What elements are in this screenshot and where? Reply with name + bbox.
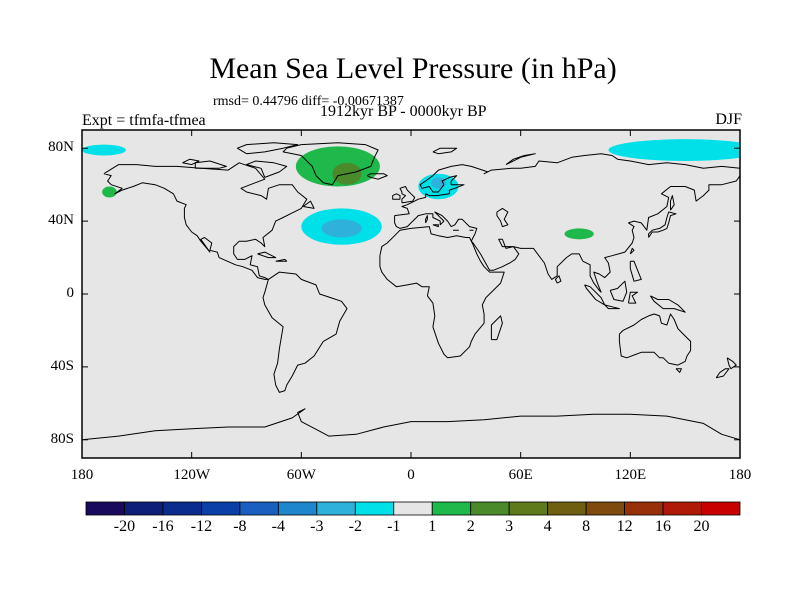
- colorbar-swatch: [162, 501, 202, 516]
- axis-ticks: [81, 130, 741, 458]
- coastline-madagascar: [490, 315, 503, 341]
- coastline-banks-island: [182, 158, 200, 166]
- colorbar-label: 2: [466, 518, 475, 535]
- coastline-antarctica: [82, 408, 740, 441]
- coastline-new-guinea: [649, 295, 686, 313]
- colorbar-label: 1: [428, 518, 437, 535]
- colorbar-swatch: [624, 501, 664, 516]
- x-tick-label: 120E: [614, 467, 647, 483]
- coastline-eurasia: [394, 153, 740, 293]
- map-background: [82, 130, 740, 458]
- x-tick-label: 60W: [286, 467, 316, 483]
- coastline-ellesmere: [236, 142, 299, 155]
- coastline-north-america: [103, 162, 308, 280]
- x-tick-label: 0: [407, 467, 415, 483]
- experiment-label: Expt = tfmfa-tfmea: [82, 112, 206, 129]
- colorbar-swatch: [585, 501, 625, 516]
- y-tick-label: 40N: [48, 212, 74, 229]
- colorbar-label: 16: [655, 518, 672, 535]
- colorbar-swatch: [316, 501, 356, 516]
- colorbar-label: 8: [582, 518, 591, 535]
- colorbar-swatch: [239, 501, 279, 516]
- season-label: DJF: [715, 111, 742, 128]
- coastline-novaya-zemlya: [505, 153, 536, 166]
- colorbar-swatch: [701, 501, 741, 516]
- coastline-taiwan: [629, 247, 635, 255]
- colorbar-swatch: [662, 501, 702, 516]
- colorbar-label: -16: [152, 518, 174, 535]
- coastline-borneo: [609, 280, 628, 302]
- colorbar-swatch: [354, 501, 395, 516]
- anomaly-north-atlantic-low-core: [321, 219, 362, 238]
- y-tick-label: 80S: [50, 430, 74, 447]
- coastline-sri-lanka: [554, 275, 562, 284]
- coastline-victoria-island: [194, 160, 227, 169]
- rmsd-diff-stats: rmsd= 0.44796 diff= -0.00671387: [213, 94, 404, 109]
- coastline-svalbard: [432, 147, 458, 155]
- anomaly-layer: [82, 139, 740, 245]
- anomaly-arctic-siberia-low: [608, 139, 740, 161]
- coastline-sicily: [432, 224, 439, 228]
- colorbar-swatch: [431, 501, 472, 516]
- coastlines: [82, 142, 740, 441]
- coastline-japan: [648, 211, 677, 238]
- colorbar-label: 3: [505, 518, 514, 535]
- colorbar-swatch: [470, 501, 510, 516]
- coastline-new-zealand: [715, 368, 730, 379]
- x-tick-label: 180: [70, 467, 94, 483]
- coastline-great-britain: [399, 186, 416, 204]
- colorbar-swatch: [277, 501, 318, 516]
- colorbar-swatch: [508, 501, 549, 516]
- colorbar-label: -4: [271, 518, 285, 535]
- colorbar-label: -1: [387, 518, 401, 535]
- coastline-south-america: [262, 271, 348, 393]
- coastline-java: [604, 304, 620, 310]
- colorbar-swatch: [547, 501, 587, 516]
- coastline-tasmania: [675, 368, 682, 373]
- colorbar-label: -2: [348, 518, 362, 535]
- coastline-corsica-sardinia: [425, 215, 428, 224]
- x-tick-label: 180: [728, 467, 752, 483]
- anomaly-chukchi-low: [82, 144, 126, 156]
- time-period-label: 1912kyr BP - 0000kyr BP: [320, 103, 487, 120]
- x-tick-label: 120W: [173, 467, 210, 483]
- colorbar-label: -20: [113, 518, 136, 535]
- y-tick-label: 40S: [50, 357, 74, 374]
- y-tick-label: 0: [66, 285, 75, 301]
- colorbar-label: 4: [543, 518, 552, 535]
- coastline-hispaniola: [275, 258, 288, 262]
- colorbar-swatch: [201, 501, 241, 516]
- coastline-baffin: [246, 160, 288, 178]
- colorbar-swatch: [85, 501, 125, 516]
- anomaly-tibet-high: [564, 228, 594, 240]
- colorbar-label: -8: [233, 518, 247, 535]
- colorbar-swatch: [124, 501, 164, 516]
- colorbar-label: -3: [310, 518, 324, 535]
- coastline-iceland: [366, 173, 388, 180]
- coastline-cuba: [257, 251, 277, 259]
- coastline-newfoundland: [302, 200, 315, 209]
- colorbar-swatch: [393, 501, 433, 516]
- colorbar-label: -12: [190, 518, 213, 535]
- anomaly-alaska-high: [102, 186, 117, 198]
- coastline-greenland: [282, 142, 379, 186]
- x-tick-label: 60E: [508, 467, 533, 483]
- colorbar-label: 20: [693, 518, 710, 535]
- coastline-australia: [618, 313, 692, 366]
- coastline-new-zealand-north: [726, 357, 737, 370]
- coastline-ireland: [392, 193, 401, 200]
- coastline-caspian-sea: [496, 207, 509, 228]
- colorbar: [85, 501, 741, 516]
- coastline-philippines: [629, 260, 642, 282]
- map-title: Mean Sea Level Pressure (in hPa): [209, 52, 617, 85]
- colorbar-label: 12: [616, 518, 633, 535]
- anomaly-europe-low-core: [431, 177, 446, 189]
- coastline-sulawesi: [628, 291, 639, 304]
- y-tick-label: 80N: [48, 139, 74, 156]
- coastline-africa: [379, 226, 505, 359]
- coastline-sakhalin: [670, 195, 675, 211]
